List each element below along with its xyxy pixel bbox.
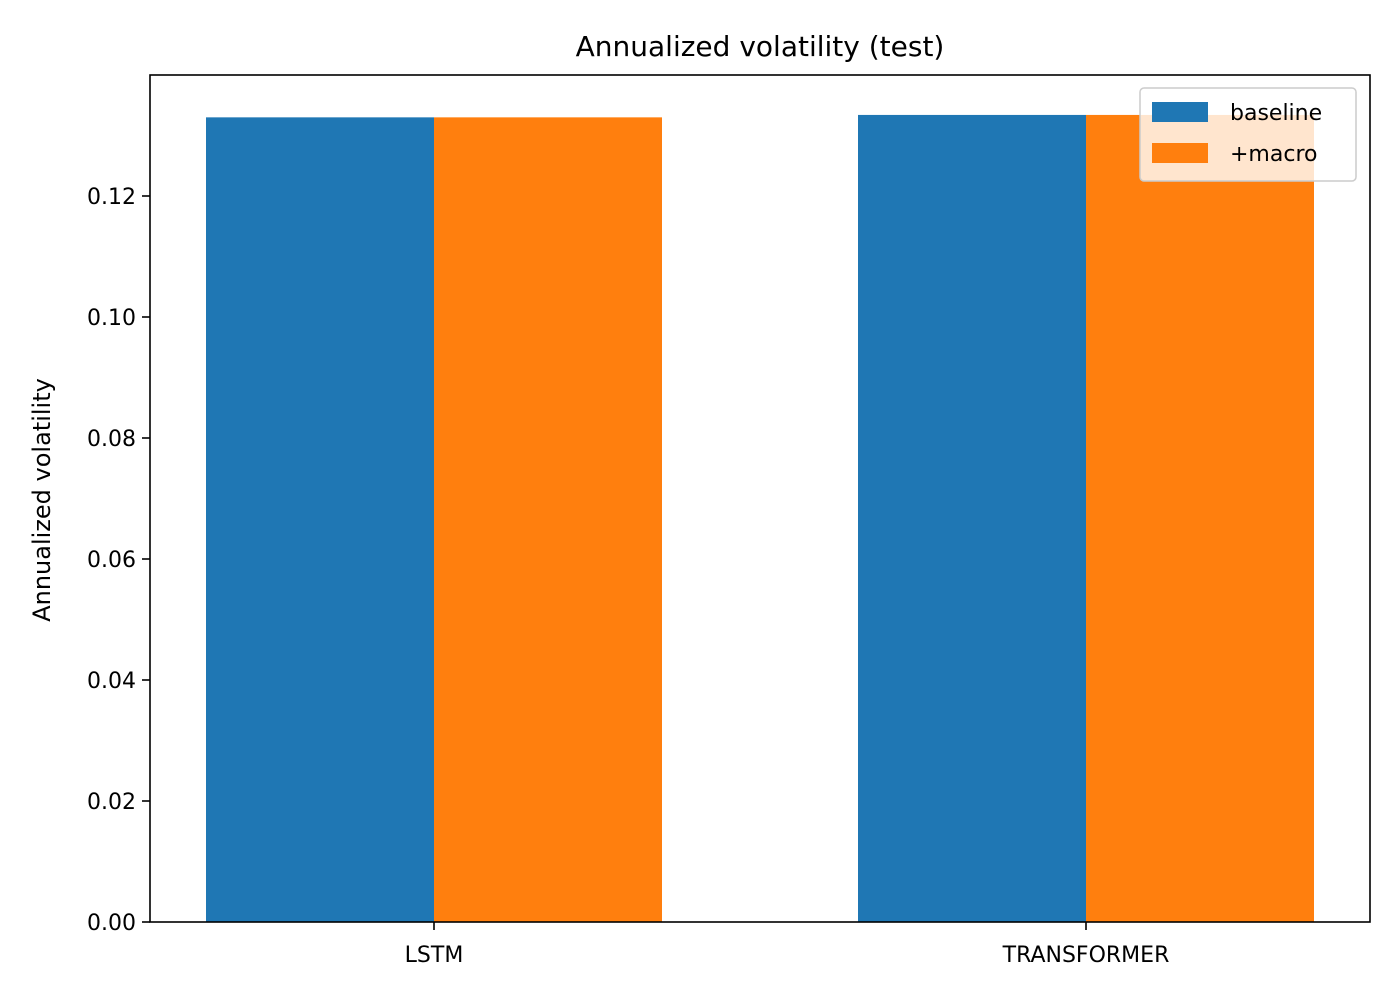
y-tick-label: 0.00 [87,911,136,936]
y-axis-label: Annualized volatility [28,378,56,622]
y-tick-label: 0.12 [87,185,136,210]
legend: baseline +macro [1139,87,1357,182]
bar-macro-lstm [434,117,662,923]
chart-title: Annualized volatility (test) [576,30,945,63]
y-tick-label: 0.06 [87,548,136,573]
bar-baseline-lstm [206,117,434,923]
x-axis: LSTM TRANSFORMER [405,922,1170,968]
x-tick-label: LSTM [405,943,464,968]
legend-swatch [1152,102,1208,122]
y-tick-label: 0.04 [87,669,136,694]
legend-swatch [1152,143,1208,163]
x-tick-label: TRANSFORMER [1002,943,1170,968]
plot-frame [149,74,1371,923]
legend-label: baseline [1230,101,1322,126]
y-tick-label: 0.08 [87,427,136,452]
y-tick-label: 0.02 [87,790,136,815]
y-tick-label: 0.10 [87,306,136,331]
legend-label: +macro [1230,142,1317,167]
bar-baseline-transformer [858,114,1086,923]
bar-macro-transformer [1086,114,1314,923]
y-axis: 0.00 0.02 0.04 0.06 0.08 0.10 0.12 [87,185,150,936]
plot-area [149,74,1371,923]
